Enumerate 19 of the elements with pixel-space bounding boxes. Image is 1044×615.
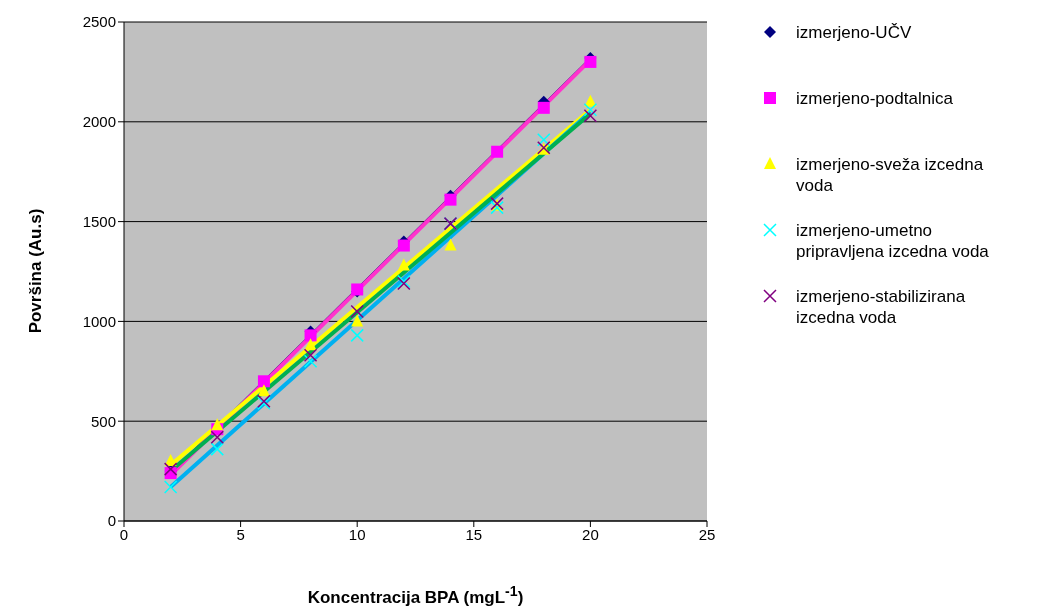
y-tick-label: 0	[107, 512, 116, 530]
x-tick-label: 5	[236, 525, 245, 543]
y-tick-label: 2500	[82, 13, 116, 31]
legend-label: izmerjeno-stabilizirana izcedna voda	[796, 286, 967, 328]
legend-label: izmerjeno-podtalnica	[796, 88, 953, 109]
y-tick-label: 1500	[82, 212, 116, 230]
x-tick-label: 25	[698, 525, 716, 543]
y-tick-label: 2000	[82, 113, 116, 131]
x-tick-label: 15	[465, 525, 483, 543]
x-axis-title: Koncentracija BPA (mgL$^{-1}$)	[306, 583, 525, 608]
legend-label: izmerjeno-sveža izcedna voda	[796, 154, 985, 196]
y-axis-title: Površina (Au.s)	[26, 208, 46, 334]
x-tick-label: 0	[119, 525, 129, 543]
x-tick-label: 10	[348, 525, 366, 543]
legend-label: izmerjeno-umetno pripravljena izcedna voda	[796, 220, 990, 262]
y-tick-label: 1000	[82, 312, 116, 330]
y-tick-label: 500	[90, 412, 116, 430]
x-tick-label: 20	[582, 525, 599, 543]
legend-label: izmerjeno-UČV	[796, 22, 912, 43]
